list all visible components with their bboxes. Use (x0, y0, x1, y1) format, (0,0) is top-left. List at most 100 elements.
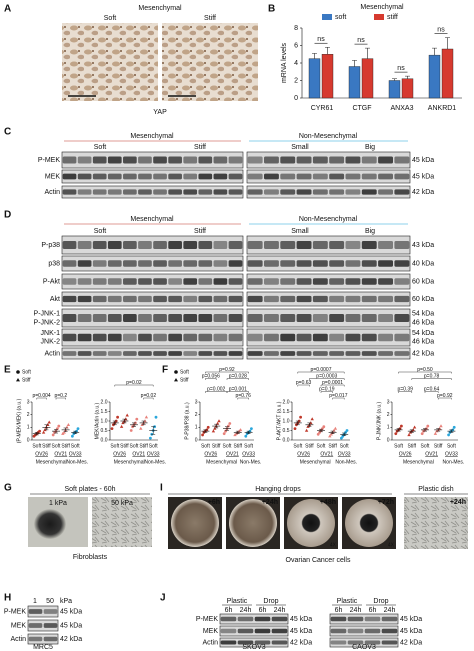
blot-band (123, 156, 137, 164)
error-bar (409, 429, 414, 433)
blot-band (213, 333, 228, 342)
legend-label: Soft (22, 369, 32, 375)
blot-band (330, 640, 347, 645)
significance-label: p=0.78 (424, 373, 440, 379)
blot-band (247, 156, 263, 164)
blot-band (213, 351, 228, 356)
blot (27, 633, 59, 645)
blot-band (168, 173, 182, 180)
error-bar (432, 47, 437, 56)
blot-band (264, 278, 279, 285)
blot (61, 347, 244, 360)
kda-label: 42 kDa (412, 189, 434, 196)
blot-band (280, 333, 296, 342)
blot-band (364, 640, 381, 645)
row-label: P-JNK-2 (34, 319, 61, 326)
group-label: Non-Mes. (335, 459, 357, 465)
blot (61, 151, 244, 169)
significance-bracket (398, 371, 452, 374)
blot-band (296, 314, 312, 322)
data-point (238, 428, 243, 432)
data-point (439, 424, 443, 428)
error-bar (214, 423, 219, 429)
blot-band (198, 241, 213, 249)
y-tick-label: 0 (195, 437, 198, 443)
blot-band (168, 278, 182, 285)
significance-bracket (297, 384, 310, 387)
panel-label: F (162, 365, 168, 376)
error-bar (445, 37, 450, 49)
blot-band (329, 314, 345, 322)
blot-band (62, 333, 77, 342)
blot-band (381, 640, 398, 645)
time-label: 24h (384, 607, 396, 614)
kda-label: 46 kDa (412, 339, 434, 346)
blot-band (62, 314, 77, 322)
data-point (121, 421, 125, 425)
x-tick-label: Soft (421, 443, 431, 449)
blot-band (345, 173, 361, 180)
x-tick-label: Soft (317, 443, 327, 449)
blot-band (296, 260, 312, 267)
blot-band (138, 241, 152, 249)
data-point (407, 433, 411, 437)
blot-band (280, 241, 296, 249)
y-tick-label: 0 (387, 437, 390, 443)
blot-band (394, 314, 410, 322)
blot-band (123, 333, 137, 342)
blot-band (378, 314, 393, 322)
y-tick-label: 0.5 (283, 428, 290, 434)
blot (246, 308, 411, 328)
blot-band (280, 278, 296, 285)
blot-band (168, 351, 182, 356)
blot-band (213, 260, 228, 267)
blot (61, 185, 244, 199)
blot-band (247, 241, 263, 249)
error-bar (405, 75, 410, 79)
blot-band (378, 351, 393, 356)
significance-label: p=0.50 (417, 367, 433, 373)
blot-band (183, 278, 198, 285)
data-point (452, 425, 456, 429)
blot-band (77, 278, 92, 285)
error-bar (365, 47, 370, 59)
kda-label: 45 kDa (290, 628, 312, 635)
bar (308, 58, 321, 99)
data-point (433, 431, 438, 435)
bar (348, 66, 361, 99)
blot-band (62, 260, 77, 267)
row-label: P-MEK (196, 616, 219, 623)
panel-title: Plastic dish (418, 486, 454, 493)
data-point (125, 413, 129, 417)
blot-band (213, 295, 228, 303)
blot-band (264, 314, 279, 322)
group-label: Mesenchymal (130, 133, 174, 140)
blot-band (312, 314, 328, 322)
time-label: 6h (259, 607, 267, 614)
x-tick-label: Stiff (120, 443, 129, 449)
data-point (224, 429, 228, 433)
panel-title: Hanging drops (255, 486, 301, 493)
blot-band (198, 314, 213, 322)
blot-band (247, 189, 263, 195)
y-tick-label: 1.0 (101, 418, 108, 424)
blot-band (213, 314, 228, 322)
cell-line-label: OV21 (226, 451, 239, 457)
blot-band (361, 156, 377, 164)
caption: Fibroblasts (73, 554, 108, 561)
error-bar (73, 430, 78, 434)
blot-band (138, 295, 152, 303)
error-bar (330, 430, 335, 434)
blot-band (228, 173, 243, 180)
x-tick-label: Stiff (42, 443, 51, 449)
data-point (412, 425, 417, 429)
blot-band (254, 628, 271, 634)
data-point (213, 426, 217, 430)
y-axis-label: mRNA levels (281, 42, 288, 83)
blot-band (153, 314, 167, 322)
data-point (304, 428, 309, 432)
blot-band (183, 314, 198, 322)
x-tick-label: ANKRD1 (428, 105, 457, 112)
